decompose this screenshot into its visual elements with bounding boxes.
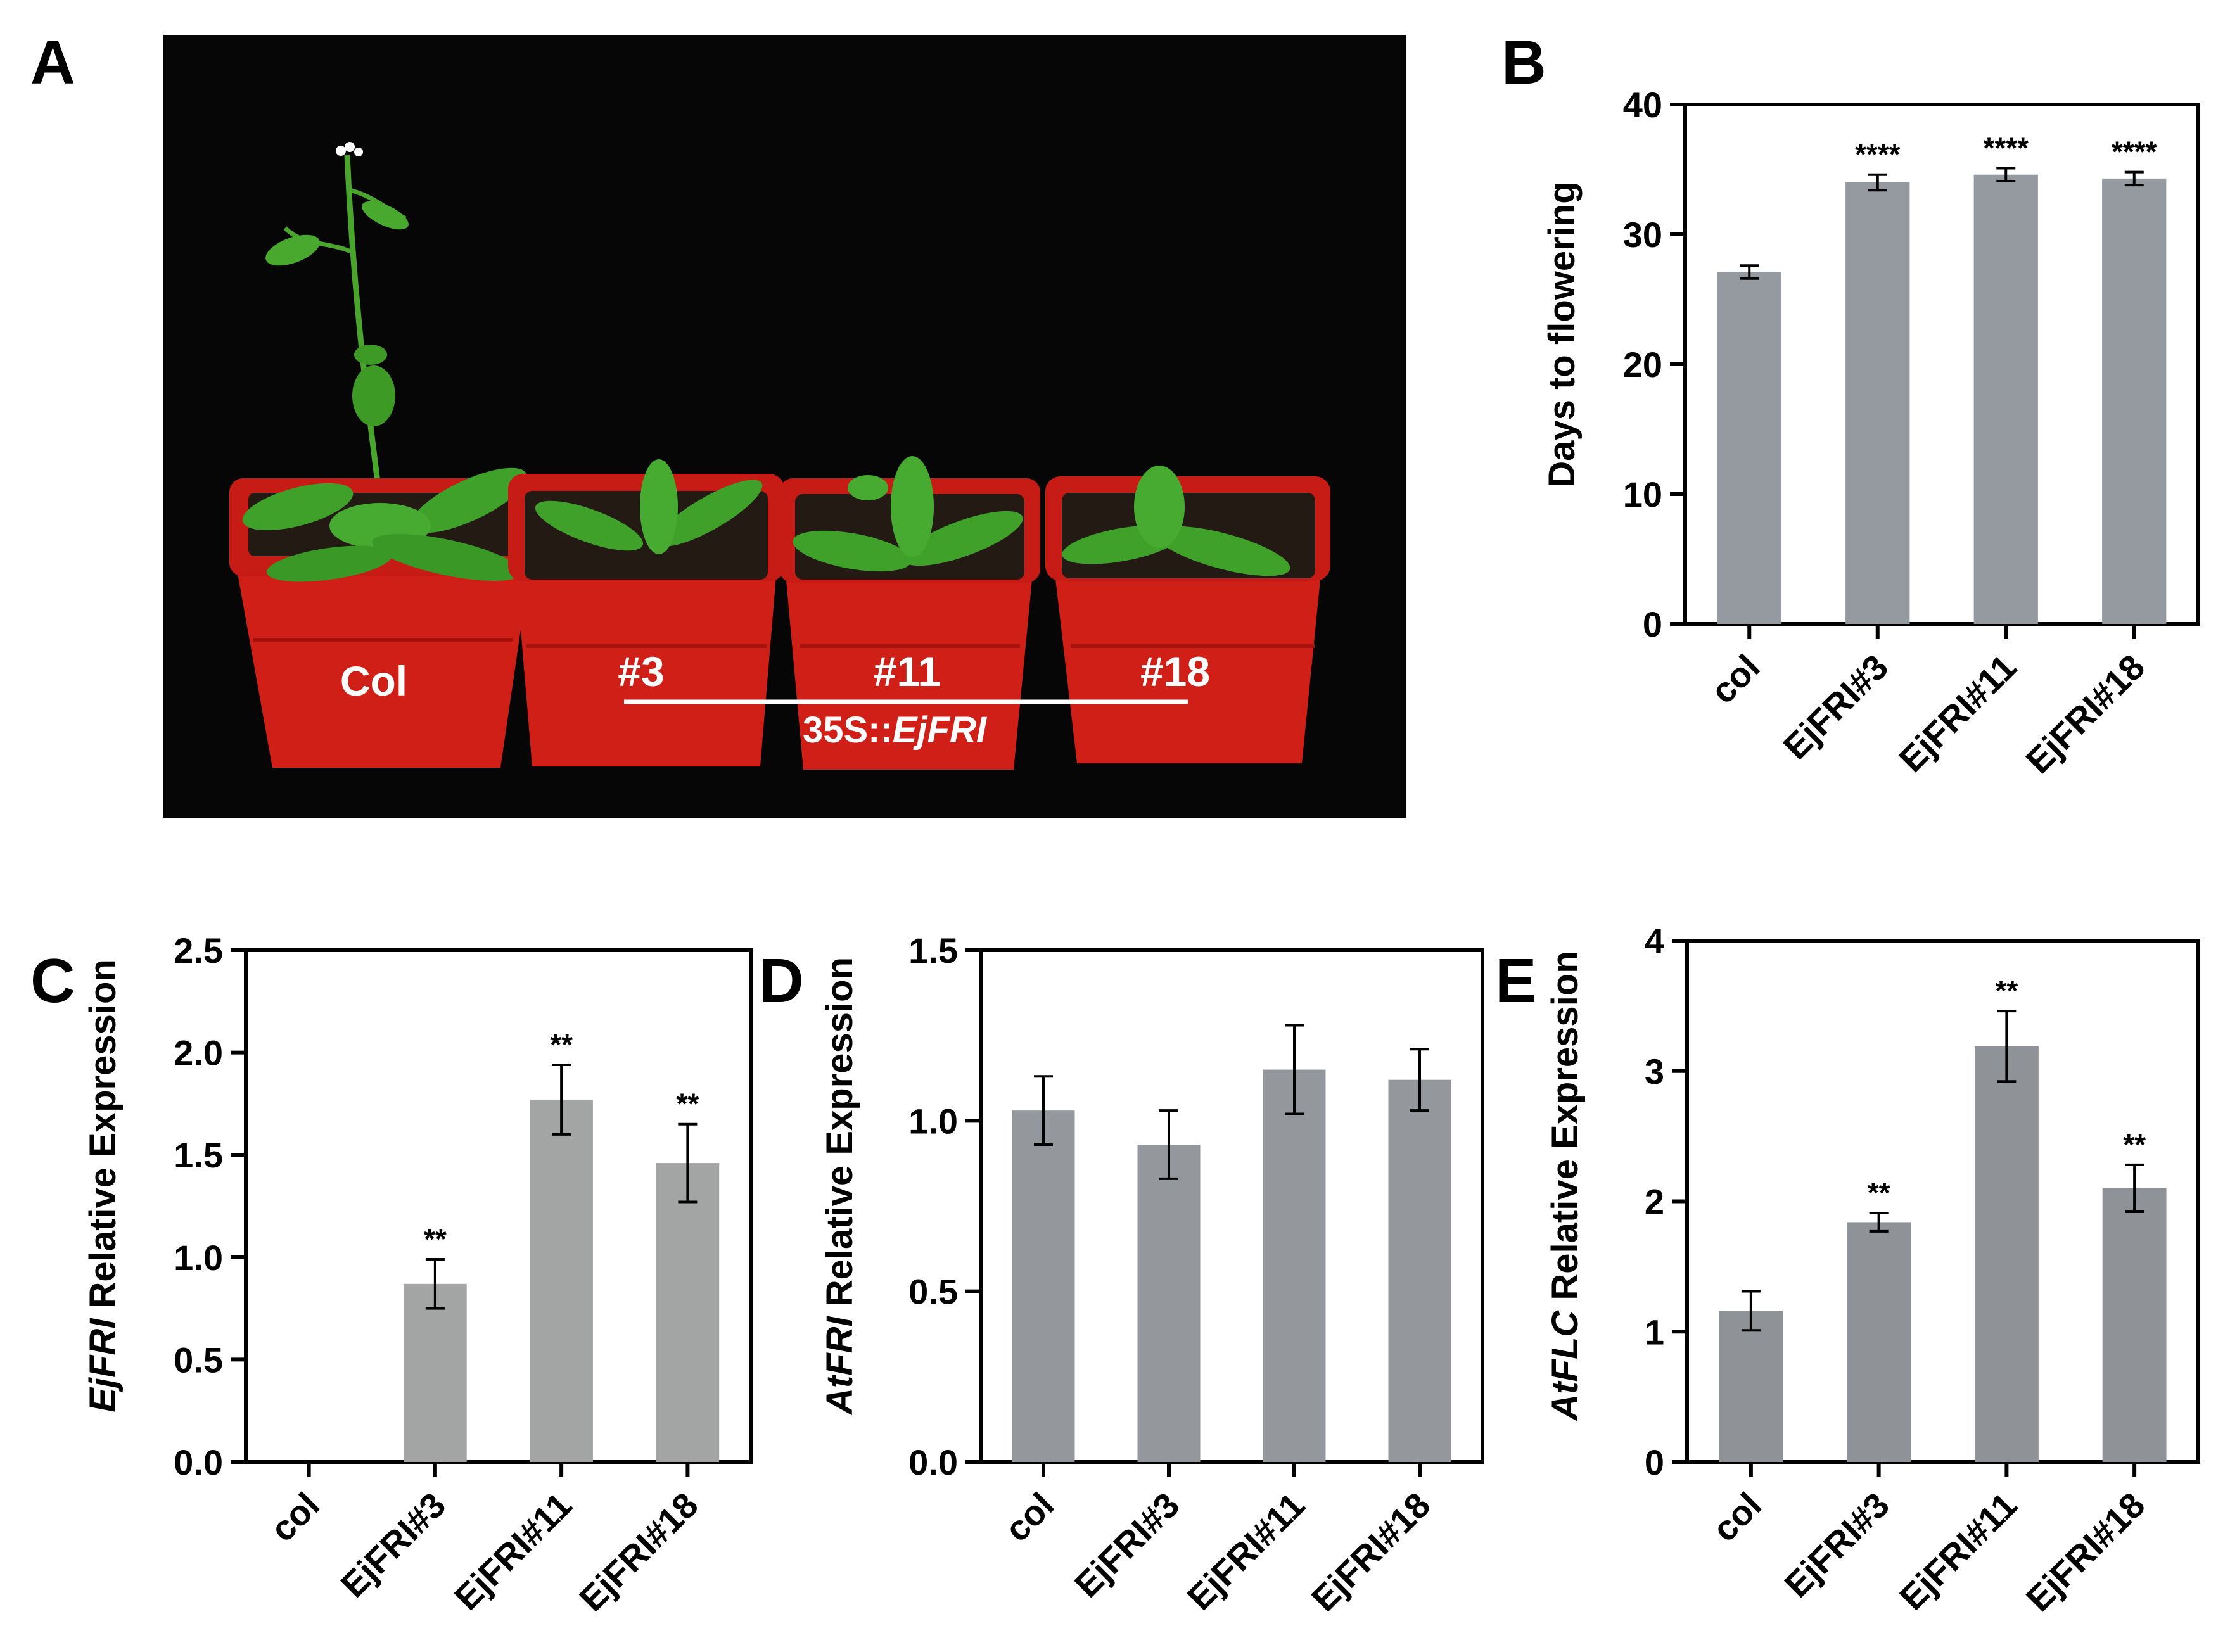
bar-d-1 <box>1137 1145 1201 1462</box>
plot-area-c: 0.0 0.5 1.0 1.5 2.0 2.5 col ** EjFRI#3 ** EjFRI#11… <box>174 931 753 1619</box>
panel-letter-c: C <box>30 946 75 1015</box>
panel-letter-b: B <box>1501 27 1546 97</box>
significance-c-1: ** <box>424 1223 447 1255</box>
category-label-b-1: EjFRI#3 <box>1775 647 1896 767</box>
category-label-c-2: EjFRI#11 <box>447 1485 580 1618</box>
y-tick-label-c: 0.0 <box>174 1442 223 1482</box>
significance-e-3: ** <box>2123 1128 2146 1161</box>
bar-d-2 <box>1263 1069 1326 1462</box>
category-label-d-0: col <box>997 1485 1062 1549</box>
category-label-b-2: EjFRI#11 <box>1891 647 2024 780</box>
y-tick-label-d: 0.5 <box>908 1272 958 1312</box>
significance-e-2: ** <box>1995 974 2018 1007</box>
bar-e-2 <box>1974 1046 2039 1462</box>
plot-frame-c <box>244 948 753 1464</box>
bar-e-3 <box>2102 1188 2167 1462</box>
bar-b-1 <box>1845 182 1910 624</box>
category-label-c-0: col <box>262 1485 327 1549</box>
significance-c-2: ** <box>550 1028 573 1061</box>
panel-letter-a: A <box>30 27 75 97</box>
category-label-e-2: EjFRI#11 <box>1892 1485 2025 1618</box>
y-tick-label-e: 0 <box>1645 1442 1664 1482</box>
category-label-d-3: EjFRI#18 <box>1304 1485 1438 1619</box>
pot-label-3: #3 <box>618 648 664 695</box>
y-tick-label-c: 0.5 <box>174 1340 223 1380</box>
pot-label-11: #11 <box>874 648 941 695</box>
y-axis-label-e: AtFLC Relative Expression <box>1545 951 1586 1421</box>
y-tick-label-c: 1.0 <box>174 1238 223 1278</box>
y-tick-label-c: 2.5 <box>174 931 223 970</box>
panel-e: E AtFLC Relative Expression 0 1 2 3 4 col ** Ej… <box>1495 921 2200 1619</box>
bar-d-0 <box>1012 1110 1075 1462</box>
y-axis-label-d: AtFRI Relative Expression <box>819 957 860 1416</box>
panel-letter-e: E <box>1495 946 1536 1015</box>
bar-c-1 <box>404 1283 467 1462</box>
panel-b: B Days to flowering 0 10 20 30 40 col **** EjFR… <box>1501 27 2200 781</box>
pot-label-col: Col <box>340 658 407 704</box>
significance-b-3: **** <box>2112 136 2157 168</box>
y-tick-label-d: 1.0 <box>908 1101 958 1141</box>
y-tick-label-d: 1.5 <box>908 931 958 970</box>
bar-e-1 <box>1847 1222 1911 1462</box>
panel-c: C EjFRI Relative Expression 0.0 0.5 1.0 1.5… <box>30 931 753 1619</box>
panel-d: D AtFRI Relative Expression 0.0 0.5 1.0 1.5… <box>759 931 1484 1619</box>
significance-b-2: **** <box>1983 131 2029 164</box>
pot-col <box>229 467 537 768</box>
significance-e-1: ** <box>1868 1176 1890 1209</box>
construct-label: 35S::EjFRI <box>803 709 988 751</box>
y-tick-label-b: 30 <box>1623 215 1662 255</box>
y-axis-label-b: Days to flowering <box>1541 181 1583 487</box>
plot-frame-d <box>979 948 1484 1464</box>
y-tick-label-e: 1 <box>1645 1312 1664 1352</box>
pot-3 <box>508 459 784 766</box>
bar-b-0 <box>1717 272 1781 624</box>
category-label-e-0: col <box>1705 1485 1769 1549</box>
category-label-c-3: EjFRI#18 <box>571 1485 706 1619</box>
category-label-c-1: EjFRI#3 <box>333 1485 454 1605</box>
significance-b-1: **** <box>1855 138 1901 171</box>
y-tick-label-c: 1.5 <box>174 1135 223 1175</box>
panel-a: A <box>30 27 1406 818</box>
y-tick-label-b: 10 <box>1623 474 1662 514</box>
plot-area-e: 0 1 2 3 4 col ** EjFRI#3 ** EjFRI#11 ** EjFRI#18 <box>1645 921 2200 1619</box>
category-label-b-3: EjFRI#18 <box>2018 647 2152 781</box>
category-label-d-2: EjFRI#11 <box>1180 1485 1313 1618</box>
category-label-e-3: EjFRI#18 <box>2018 1485 2153 1619</box>
bar-c-2 <box>530 1099 593 1462</box>
y-tick-label-e: 2 <box>1645 1182 1664 1222</box>
category-label-e-1: EjFRI#3 <box>1776 1485 1897 1605</box>
y-axis-label-c: EjFRI Relative Expression <box>82 959 124 1413</box>
bar-b-2 <box>1973 174 2038 624</box>
pot-11 <box>779 456 1040 770</box>
y-tick-label-d: 0.0 <box>908 1442 958 1482</box>
significance-c-3: ** <box>676 1088 699 1121</box>
y-tick-label-e: 3 <box>1645 1052 1664 1091</box>
bar-b-3 <box>2102 178 2167 625</box>
plot-area-b: 0 10 20 30 40 col **** EjFRI#3 **** EjFRI#11 **** E… <box>1623 85 2200 781</box>
pot-label-18: #18 <box>1140 648 1210 695</box>
y-tick-label-c: 2.0 <box>174 1033 223 1073</box>
panel-letter-d: D <box>759 946 804 1015</box>
pot-18 <box>1045 466 1330 763</box>
bar-e-0 <box>1719 1311 1783 1462</box>
category-label-d-1: EjFRI#3 <box>1067 1485 1187 1605</box>
y-tick-label-b: 40 <box>1623 85 1662 125</box>
bar-c-3 <box>656 1163 720 1462</box>
y-tick-label-e: 4 <box>1645 921 1664 961</box>
category-label-b-0: col <box>1703 647 1768 711</box>
y-tick-label-b: 20 <box>1623 345 1662 384</box>
bar-d-3 <box>1388 1079 1451 1462</box>
y-tick-label-b: 0 <box>1643 604 1662 644</box>
